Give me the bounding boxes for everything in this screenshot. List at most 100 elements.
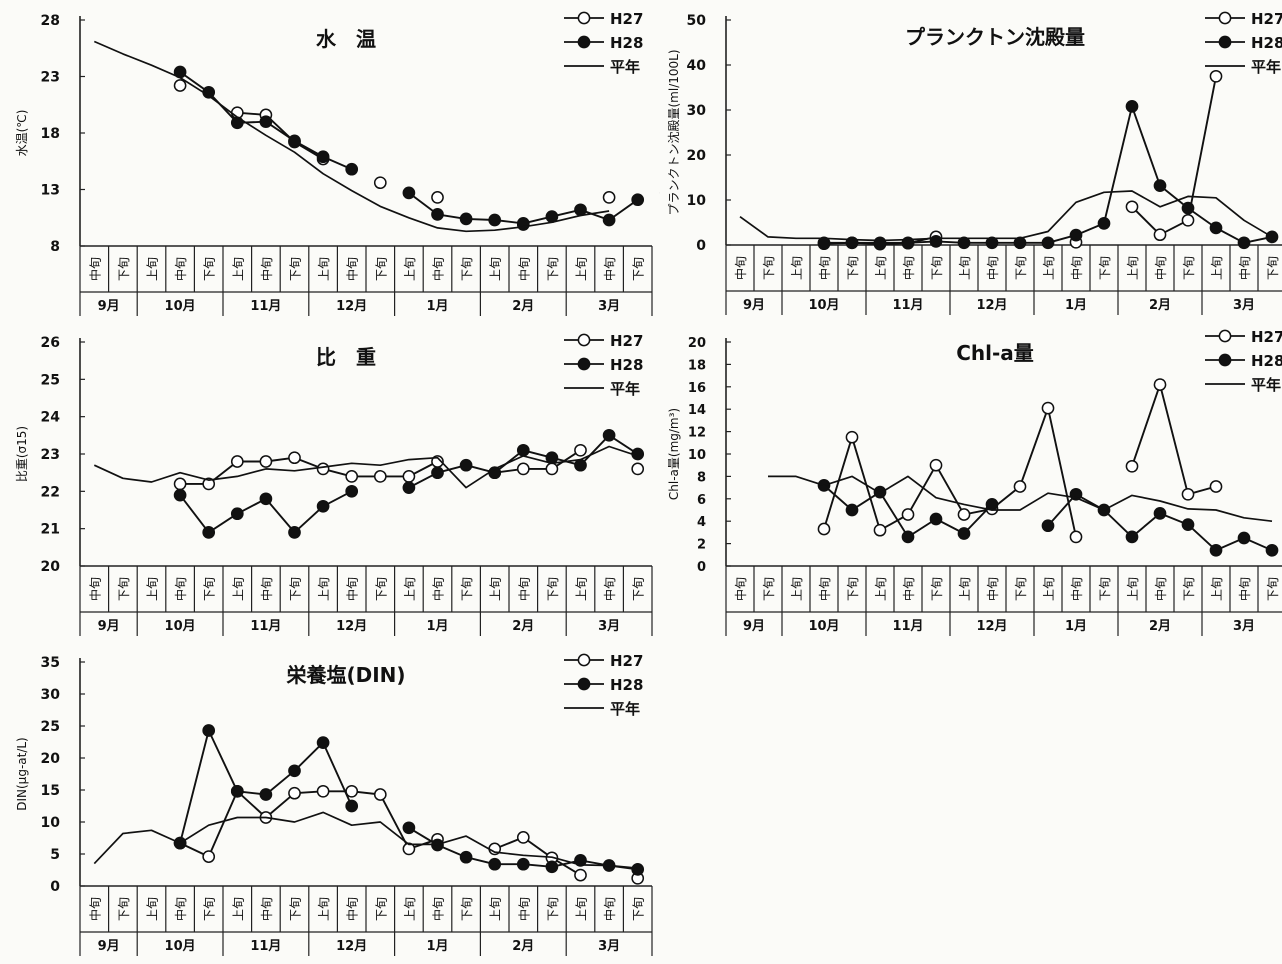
x-month-label: 12月 <box>976 619 1007 634</box>
x-decade-label: 中旬 <box>345 577 360 601</box>
x-decade-label: 下旬 <box>1014 256 1028 280</box>
x-decade-label: 下旬 <box>460 577 474 601</box>
data-point-h28 <box>1153 179 1167 192</box>
series-line-h27 <box>237 111 324 160</box>
x-decade-label: 中旬 <box>87 257 102 281</box>
x-month-label: 3月 <box>1233 298 1255 313</box>
data-point-h28 <box>631 193 645 207</box>
series-h28 <box>817 100 1279 250</box>
x-decade-label: 中旬 <box>602 577 617 601</box>
data-point-h27 <box>173 79 187 92</box>
x-decade-label: 中旬 <box>516 257 531 281</box>
data-point-h28 <box>1181 518 1195 531</box>
x-decade-label: 下旬 <box>930 256 944 280</box>
x-decade-label: 上旬 <box>1126 577 1140 601</box>
x-decade-label: 下旬 <box>203 257 217 281</box>
x-decade-label: 下旬 <box>762 577 776 601</box>
x-decade-label: 中旬 <box>87 897 102 921</box>
data-point-h28 <box>574 854 587 867</box>
x-decade-label: 下旬 <box>1266 256 1280 280</box>
x-month-label: 12月 <box>336 939 367 954</box>
x-decade-label: 上旬 <box>1126 256 1140 280</box>
data-point-h27 <box>373 176 387 190</box>
data-point-h28 <box>288 134 301 148</box>
x-decade-label: 中旬 <box>733 577 748 601</box>
series-normal <box>93 445 638 489</box>
series-line-normal <box>93 40 610 233</box>
data-point-h28 <box>1265 543 1279 557</box>
data-point-h27 <box>402 470 416 483</box>
y-axis-label: プランクトン沈殿量(ml/100L) <box>666 49 681 215</box>
x-month-label: 11月 <box>250 619 281 634</box>
y-tick-label: 2 <box>697 538 706 553</box>
x-month-label: 1月 <box>1065 298 1087 313</box>
data-point-h28 <box>345 162 359 176</box>
x-month-label: 10月 <box>165 939 196 954</box>
legend-label-h27: H27 <box>610 332 643 350</box>
x-decade-label: 中旬 <box>817 256 832 280</box>
x-decade-label: 上旬 <box>1042 256 1056 280</box>
chart-title: プランクトン沈殿量 <box>905 25 1085 49</box>
x-decade-label: 下旬 <box>632 897 646 921</box>
data-point-h28 <box>985 498 999 511</box>
legend-label-h28: H28 <box>610 676 643 694</box>
chart-title: 比 重 <box>316 345 376 369</box>
series-h27 <box>817 378 1223 544</box>
x-decade-label: 上旬 <box>575 577 589 601</box>
x-decade-label: 下旬 <box>203 577 217 601</box>
legend-marker-h27 <box>577 333 591 347</box>
data-point-h28 <box>230 507 244 521</box>
x-decade-label: 下旬 <box>846 577 860 601</box>
x-decade-label: 上旬 <box>403 257 417 281</box>
legend-marker-h27 <box>1218 11 1232 25</box>
y-axis-label: DIN(μg-at/L) <box>15 737 29 811</box>
data-point-h28 <box>1209 221 1223 235</box>
series-line-h27 <box>179 790 438 858</box>
legend-label-h28: H28 <box>1251 34 1282 52</box>
x-decade-label: 下旬 <box>846 256 860 280</box>
data-point-h27 <box>373 788 387 801</box>
x-decade-label: 下旬 <box>203 897 217 921</box>
x-decade-label: 下旬 <box>374 897 388 921</box>
data-point-h27 <box>173 477 187 491</box>
x-decade-label: 上旬 <box>146 577 160 601</box>
y-axis-label: Chl-a量(mg/m³) <box>667 408 681 500</box>
data-point-h27 <box>259 455 273 468</box>
x-decade-label: 下旬 <box>289 897 303 921</box>
series-line-normal <box>93 445 638 489</box>
legend-label-h27: H27 <box>1251 10 1282 28</box>
series-h28 <box>173 65 645 230</box>
data-point-h27 <box>288 786 301 800</box>
x-decade-label: 上旬 <box>317 577 331 601</box>
data-point-h27 <box>1125 459 1139 473</box>
x-decade-label: 下旬 <box>1266 577 1280 601</box>
x-decade-label: 中旬 <box>431 257 446 281</box>
x-month-label: 1月 <box>426 299 448 314</box>
x-decade-label: 下旬 <box>460 897 474 921</box>
x-month-label: 2月 <box>512 619 534 634</box>
legend-label-normal: 平年 <box>610 380 640 398</box>
legend-marker-h27 <box>577 11 591 25</box>
x-decade-label: 上旬 <box>231 577 245 601</box>
series-line-h27 <box>494 836 581 876</box>
y-tick-label: 10 <box>688 448 706 463</box>
x-decade-label: 下旬 <box>117 897 131 921</box>
data-point-h27 <box>574 868 587 882</box>
x-decade-label: 下旬 <box>460 257 474 281</box>
x-decade-label: 下旬 <box>1098 256 1112 280</box>
chart-title: Chl-a量 <box>956 341 1034 365</box>
x-decade-label: 中旬 <box>345 897 360 921</box>
x-month-label: 10月 <box>165 299 196 314</box>
plankton-chart: 01020304050プランクトン沈殿量(ml/100L)中旬 下旬 上旬 中旬 下旬上… <box>666 10 1282 315</box>
x-decade-label: 下旬 <box>1014 577 1028 601</box>
data-point-h28 <box>873 485 887 499</box>
x-decade-label: 上旬 <box>874 577 888 601</box>
x-decade-label: 上旬 <box>489 577 503 601</box>
data-point-h28 <box>431 208 444 221</box>
data-point-h27 <box>1209 69 1223 83</box>
data-point-h27 <box>1013 480 1027 493</box>
x-month-label: 12月 <box>336 299 367 314</box>
series-h27 <box>173 443 645 491</box>
x-decade-label: 上旬 <box>231 257 245 281</box>
